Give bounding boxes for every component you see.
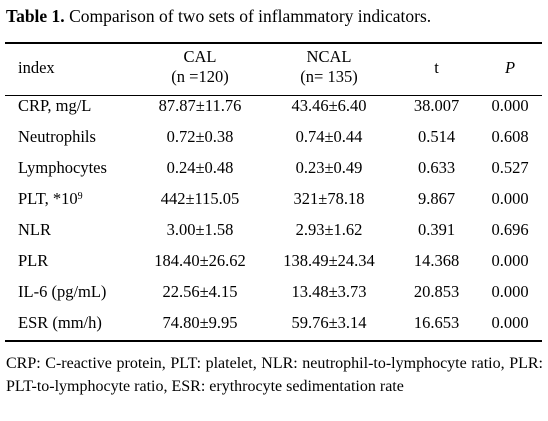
row-p: 0.000 [491,313,529,332]
row-ncal: 2.93±1.62 [295,220,363,239]
top-rule [5,42,542,44]
header-index: index [18,58,55,77]
row-ncal: 13.48±3.73 [291,282,367,301]
row-t: 0.391 [417,220,456,239]
row-ncal: 0.74±0.44 [295,127,363,146]
row-t: 0.514 [417,127,456,146]
row-index: CRP, mg/L [18,96,92,115]
row-index: PLT, *109 [18,189,83,208]
table-caption: Table 1. Comparison of two sets of infla… [6,6,431,27]
row-cal: 0.72±0.38 [166,127,234,146]
row-ncal: 59.76±3.14 [291,313,367,332]
row-cal: 184.40±26.62 [154,251,246,270]
caption-label: Table 1. [6,6,65,26]
row-p: 0.000 [491,251,529,270]
header-ncal-line1: NCAL [306,47,352,66]
row-t: 0.633 [417,158,456,177]
row-cal: 3.00±1.58 [166,220,234,239]
row-ncal: 138.49±24.34 [283,251,375,270]
row-cal: 22.56±4.15 [162,282,238,301]
header-ncal-line2: (n= 135) [300,67,358,86]
row-index: Lymphocytes [18,158,107,177]
header-rule [5,95,542,96]
row-index: ESR (mm/h) [18,313,102,332]
row-index-superscript: 9 [77,191,83,202]
row-p: 0.608 [491,127,529,146]
row-t: 14.368 [413,251,460,270]
row-p: 0.000 [491,96,529,115]
row-t: 20.853 [413,282,460,301]
row-t: 16.653 [413,313,460,332]
row-p: 0.000 [491,189,529,208]
row-t: 38.007 [413,96,460,115]
row-p: 0.000 [491,282,529,301]
header-p: P [504,58,516,77]
row-cal: 87.87±11.76 [158,96,242,115]
row-ncal: 43.46±6.40 [291,96,367,115]
row-cal: 0.24±0.48 [166,158,234,177]
table-footnote: CRP: C-reactive protein, PLT: platelet, … [6,355,543,395]
row-ncal: 0.23±0.49 [295,158,363,177]
row-index: IL-6 (pg/mL) [18,282,107,301]
header-cal-line1: CAL [183,47,217,66]
row-cal: 442±115.05 [160,189,240,208]
bottom-rule [5,340,542,342]
row-p: 0.527 [491,158,529,177]
header-cal-line2: (n =120) [171,67,229,86]
caption-text: Comparison of two sets of inflammatory i… [64,6,432,26]
row-index: NLR [18,220,51,239]
row-index: PLR [18,251,49,270]
row-ncal: 321±78.18 [293,189,365,208]
row-index: Neutrophils [18,127,96,146]
header-t: t [434,58,439,77]
row-t: 9.867 [417,189,456,208]
row-p: 0.696 [491,220,529,239]
row-index-text: PLT, *10 [18,189,78,208]
row-cal: 74.80±9.95 [162,313,238,332]
